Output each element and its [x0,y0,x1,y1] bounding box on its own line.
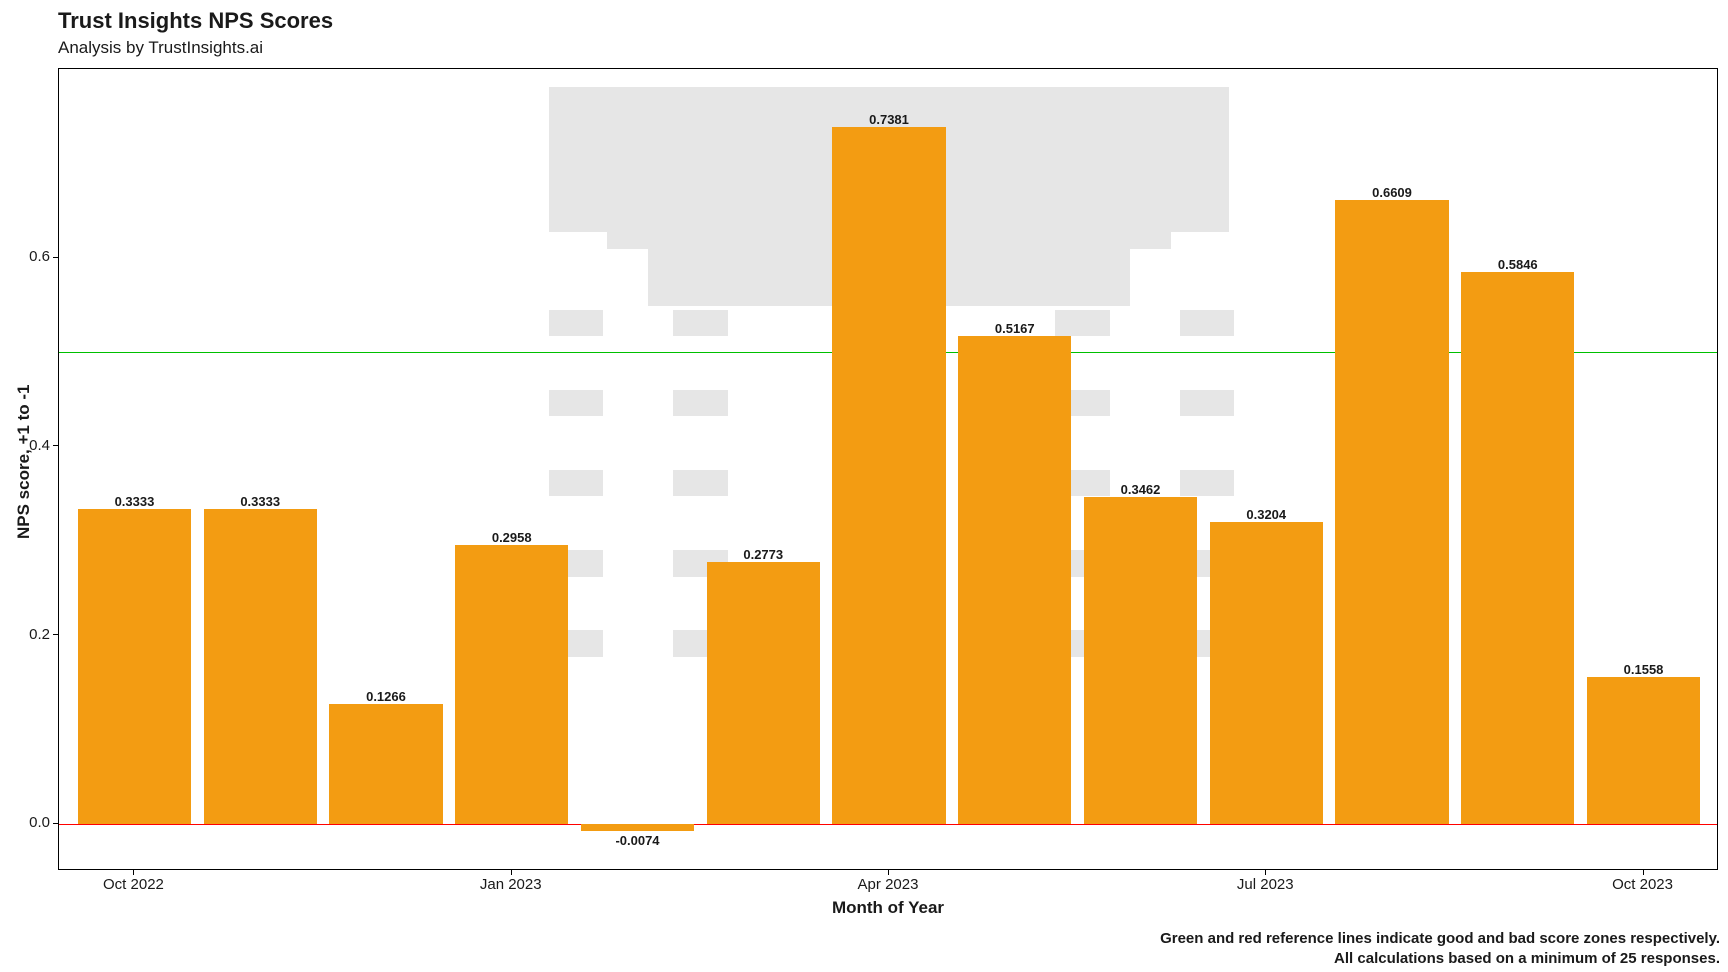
bar-value-label: 0.5846 [1498,257,1538,272]
watermark-block [1180,390,1235,416]
x-tick-label: Oct 2023 [1612,876,1673,893]
bar [832,127,945,823]
x-tick-mark [133,870,134,875]
bar-value-label: 0.1558 [1624,662,1664,677]
y-tick-mark [53,445,58,446]
bar [78,509,191,823]
watermark-block [1180,310,1235,336]
caption-line-2: All calculations based on a minimum of 2… [1334,950,1720,967]
watermark-block [1055,310,1110,336]
bar-value-label: 0.2958 [492,530,532,545]
bar-value-label: 0.6609 [1372,185,1412,200]
bar-value-label: -0.0074 [615,833,659,848]
caption-line-1: Green and red reference lines indicate g… [1160,930,1720,947]
watermark-block [1180,470,1235,496]
bar [1084,497,1197,824]
bar-value-label: 0.1266 [366,689,406,704]
y-axis-title: NPS score, +1 to -1 [14,385,34,539]
x-tick-mark [511,870,512,875]
x-tick-label: Apr 2023 [858,876,919,893]
bar [204,509,317,823]
watermark-block [673,310,728,336]
bar-value-label: 0.3462 [1121,482,1161,497]
y-tick-label: 0.0 [16,814,50,831]
bar-value-label: 0.3333 [115,494,155,509]
x-tick-mark [888,870,889,875]
bar [958,336,1071,824]
bar-value-label: 0.3333 [240,494,280,509]
bar [1587,677,1700,824]
x-tick-label: Oct 2022 [103,876,164,893]
bar [455,545,568,824]
y-tick-label: 0.4 [16,437,50,454]
watermark-block [549,310,604,336]
bar [707,562,820,824]
chart-subtitle: Analysis by TrustInsights.ai [58,38,263,58]
watermark-block [549,470,604,496]
bar [1210,522,1323,824]
plot-area: 0.3333 0.3333 0.1266 0.2958 -0.0074 0.2773 0.7… [58,68,1718,870]
watermark-block [673,470,728,496]
y-tick-label: 0.6 [16,248,50,265]
x-tick-label: Jan 2023 [480,876,542,893]
y-tick-mark [53,634,58,635]
bar-value-label: 0.3204 [1246,507,1286,522]
watermark-block [673,390,728,416]
x-tick-label: Jul 2023 [1237,876,1294,893]
bar-value-label: 0.7381 [869,112,909,127]
x-tick-mark [1265,870,1266,875]
bar [1335,200,1448,824]
bar [1461,272,1574,824]
x-axis-title: Month of Year [832,898,944,918]
bar-value-label: 0.2773 [743,547,783,562]
bar [329,704,442,823]
x-tick-mark [1643,870,1644,875]
bar-value-label: 0.5167 [995,321,1035,336]
y-tick-mark [53,257,58,258]
bar [581,824,694,831]
y-tick-label: 0.2 [16,626,50,643]
chart-title: Trust Insights NPS Scores [58,8,333,34]
y-tick-mark [53,823,58,824]
chart-root: Trust Insights NPS Scores Analysis by Tr… [0,0,1728,972]
watermark-block [549,390,604,416]
reference-line [59,824,1717,825]
